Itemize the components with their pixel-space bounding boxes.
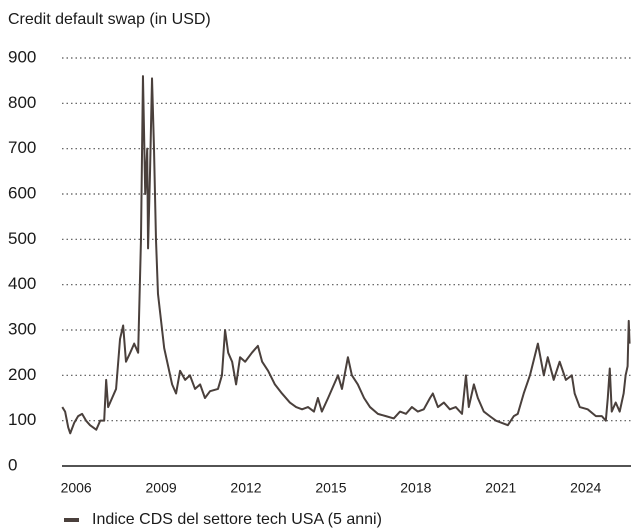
y-tick-label: 100 [8, 410, 36, 429]
x-tick-label: 2018 [400, 480, 431, 496]
legend-label: Indice CDS del settore tech USA (5 anni) [92, 511, 382, 528]
y-tick-label: 600 [8, 183, 36, 202]
x-tick-label: 2006 [61, 480, 92, 496]
y-tick-label: 500 [8, 229, 36, 248]
y-tick-label: 300 [8, 319, 36, 338]
x-tick-label: 2012 [230, 480, 261, 496]
y-tick-label: 700 [8, 138, 36, 157]
x-tick-label: 2015 [315, 480, 346, 496]
data-line [61, 75, 631, 435]
y-tick-label: 800 [8, 93, 36, 112]
chart-subtitle: Credit default swap (in USD) [8, 11, 211, 28]
y-tick-label: 400 [8, 274, 36, 293]
y-tick-label: 200 [8, 365, 36, 384]
y-tick-label: 900 [8, 47, 36, 66]
x-tick-label: 2009 [146, 480, 177, 496]
x-tick-label: 2024 [570, 480, 601, 496]
y-tick-label: 0 [8, 455, 17, 474]
x-tick-label: 2021 [485, 480, 516, 496]
